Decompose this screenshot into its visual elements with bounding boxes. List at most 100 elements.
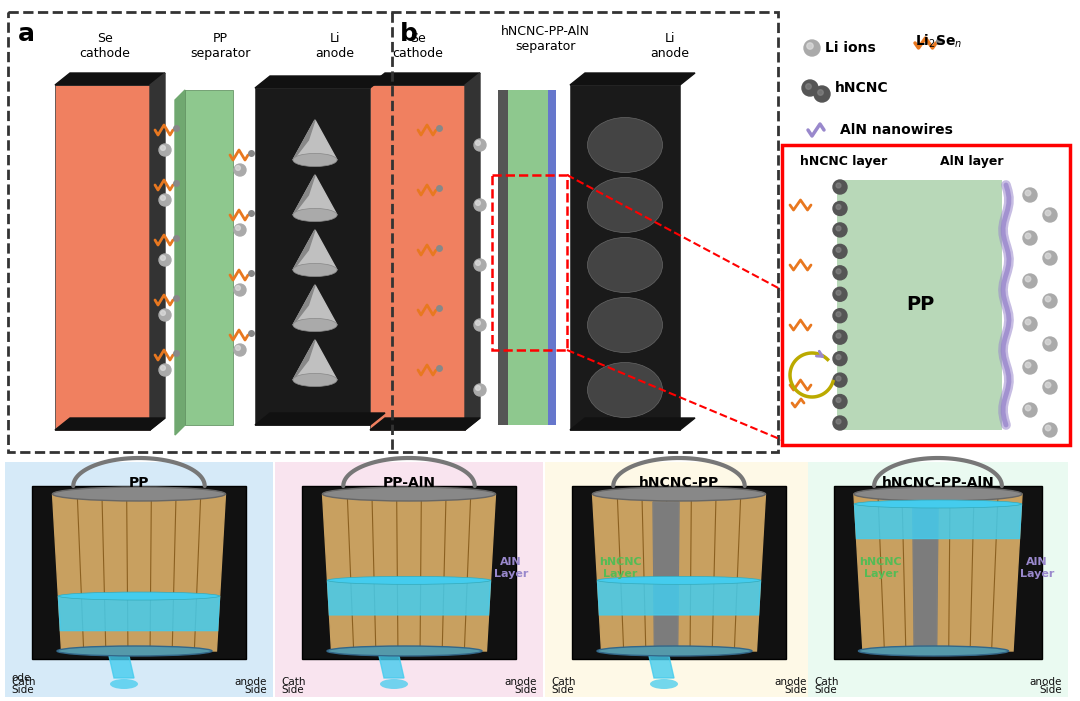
- Ellipse shape: [588, 362, 662, 418]
- Circle shape: [159, 309, 171, 321]
- Text: hNCNC
Layer: hNCNC Layer: [598, 557, 642, 578]
- Text: Li
anode: Li anode: [650, 32, 689, 60]
- Polygon shape: [293, 120, 337, 160]
- Circle shape: [1043, 380, 1057, 394]
- Circle shape: [833, 201, 847, 215]
- Ellipse shape: [293, 264, 337, 277]
- Polygon shape: [293, 120, 315, 160]
- FancyBboxPatch shape: [508, 90, 548, 425]
- Circle shape: [474, 259, 486, 271]
- Circle shape: [1043, 208, 1057, 222]
- FancyBboxPatch shape: [255, 88, 370, 425]
- Text: Li$_2$Se$_n$: Li$_2$Se$_n$: [915, 33, 962, 50]
- Text: b: b: [400, 22, 418, 46]
- Polygon shape: [570, 418, 696, 430]
- Polygon shape: [370, 73, 480, 85]
- Circle shape: [1023, 317, 1037, 331]
- FancyBboxPatch shape: [5, 462, 273, 697]
- Polygon shape: [293, 175, 337, 215]
- Polygon shape: [593, 494, 766, 651]
- Ellipse shape: [854, 487, 1022, 501]
- Circle shape: [235, 285, 241, 290]
- Text: anode: anode: [504, 677, 537, 687]
- Circle shape: [833, 287, 847, 301]
- Polygon shape: [653, 502, 679, 646]
- Text: Side: Side: [514, 685, 537, 695]
- Circle shape: [836, 312, 841, 317]
- Text: AlN nanowires: AlN nanowires: [840, 123, 953, 137]
- Ellipse shape: [597, 646, 752, 656]
- Circle shape: [1025, 405, 1030, 411]
- Text: Cath: Cath: [814, 677, 838, 687]
- Polygon shape: [379, 656, 404, 678]
- Circle shape: [833, 373, 847, 387]
- Text: Cath: Cath: [11, 677, 36, 687]
- Text: Se
cathode: Se cathode: [392, 32, 444, 60]
- Polygon shape: [55, 418, 165, 430]
- Text: Side: Side: [814, 685, 837, 695]
- Polygon shape: [913, 502, 939, 646]
- Text: hNCNC-PP-AlN
separator: hNCNC-PP-AlN separator: [500, 25, 590, 53]
- Circle shape: [235, 346, 241, 350]
- Polygon shape: [293, 285, 315, 325]
- Circle shape: [836, 247, 841, 252]
- Ellipse shape: [58, 592, 219, 600]
- Text: Side: Side: [551, 685, 573, 695]
- Circle shape: [234, 284, 246, 296]
- Circle shape: [818, 90, 823, 95]
- Text: Li ions: Li ions: [825, 41, 876, 55]
- Circle shape: [1045, 382, 1051, 388]
- Ellipse shape: [588, 118, 662, 172]
- Circle shape: [161, 196, 165, 200]
- Text: a: a: [18, 22, 35, 46]
- FancyBboxPatch shape: [498, 90, 508, 425]
- Circle shape: [833, 223, 847, 237]
- Circle shape: [1045, 297, 1051, 302]
- Polygon shape: [854, 504, 1022, 538]
- Polygon shape: [570, 73, 696, 85]
- Ellipse shape: [380, 679, 408, 689]
- Ellipse shape: [293, 208, 337, 222]
- FancyBboxPatch shape: [370, 85, 465, 430]
- Polygon shape: [109, 656, 134, 678]
- Circle shape: [1023, 274, 1037, 288]
- FancyBboxPatch shape: [571, 486, 786, 659]
- Polygon shape: [293, 175, 315, 215]
- Circle shape: [833, 266, 847, 280]
- Polygon shape: [323, 494, 496, 651]
- FancyBboxPatch shape: [545, 462, 813, 697]
- Polygon shape: [649, 656, 674, 678]
- FancyBboxPatch shape: [31, 486, 246, 659]
- Ellipse shape: [588, 297, 662, 353]
- Circle shape: [474, 384, 486, 396]
- Ellipse shape: [327, 576, 490, 585]
- Circle shape: [475, 141, 481, 145]
- Text: anode: anode: [1029, 677, 1062, 687]
- Circle shape: [836, 290, 841, 295]
- Polygon shape: [293, 230, 337, 270]
- Circle shape: [234, 224, 246, 236]
- Polygon shape: [255, 413, 384, 425]
- Circle shape: [802, 80, 818, 96]
- Ellipse shape: [293, 318, 337, 332]
- FancyBboxPatch shape: [185, 90, 233, 425]
- Circle shape: [833, 395, 847, 409]
- FancyBboxPatch shape: [275, 462, 543, 697]
- Text: PP: PP: [906, 296, 934, 315]
- Circle shape: [235, 165, 241, 170]
- Circle shape: [833, 352, 847, 366]
- Polygon shape: [293, 285, 337, 325]
- FancyBboxPatch shape: [301, 486, 516, 659]
- Polygon shape: [255, 76, 384, 88]
- Circle shape: [1025, 362, 1030, 368]
- Ellipse shape: [323, 487, 496, 501]
- Circle shape: [1045, 210, 1051, 216]
- FancyBboxPatch shape: [55, 85, 150, 430]
- Circle shape: [1023, 360, 1037, 374]
- Text: anode: anode: [774, 677, 807, 687]
- Ellipse shape: [597, 576, 760, 585]
- Text: ode
Side: ode Side: [11, 674, 33, 695]
- Circle shape: [475, 261, 481, 266]
- Circle shape: [474, 319, 486, 331]
- Polygon shape: [150, 73, 165, 430]
